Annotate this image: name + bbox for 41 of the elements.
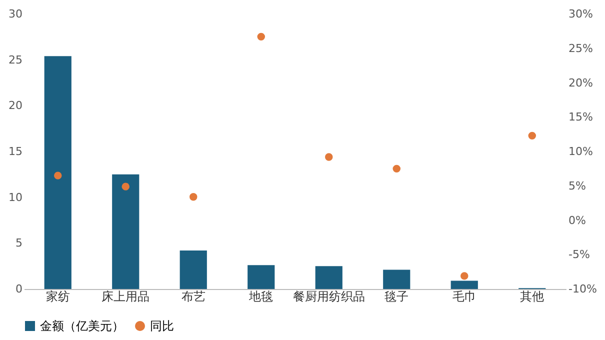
point xyxy=(392,164,400,173)
point xyxy=(325,153,333,161)
bar xyxy=(44,56,72,289)
y-tick-label: 5 xyxy=(16,236,22,250)
bar xyxy=(112,174,140,289)
x-tick-label: 毛巾 xyxy=(452,290,476,304)
y-tick-label: 30 xyxy=(8,8,22,20)
bar xyxy=(180,250,207,289)
y-tick-label: 0 xyxy=(16,282,22,296)
y2-tick-label: 25% xyxy=(568,42,593,55)
y2-tick-label: 0% xyxy=(568,214,586,227)
point xyxy=(257,32,265,41)
x-tick-label: 地毯 xyxy=(248,290,274,304)
legend-label: 同比 xyxy=(150,319,174,333)
y2-tick-label: -5% xyxy=(568,248,590,262)
legend-label: 金额（亿美元） xyxy=(40,319,124,333)
x-tick-label: 毯子 xyxy=(384,290,409,304)
point xyxy=(460,272,468,280)
point xyxy=(528,132,536,140)
y2-tick-label: 15% xyxy=(568,110,593,124)
bar xyxy=(315,266,342,289)
bar xyxy=(383,270,410,289)
y2-tick-label: 20% xyxy=(568,76,593,90)
y-tick-label: 25 xyxy=(8,53,22,66)
point xyxy=(122,182,130,190)
x-tick-label: 床上用品 xyxy=(102,290,150,304)
y-tick-label: 20 xyxy=(8,99,22,112)
y2-tick-label: 10% xyxy=(568,145,593,158)
point xyxy=(54,172,62,180)
y2-tick-label: 5% xyxy=(568,179,586,192)
y2-tick-label: 30% xyxy=(568,8,593,20)
bar xyxy=(450,280,478,289)
y-tick-label: 15 xyxy=(8,145,22,158)
x-tick-label: 家纺 xyxy=(46,290,70,304)
bar xyxy=(248,265,275,289)
y-tick-label: 10 xyxy=(8,190,22,204)
x-tick-label: 布艺 xyxy=(181,290,206,304)
point xyxy=(190,193,198,201)
x-tick-label: 其他 xyxy=(520,290,544,304)
x-tick-label: 餐厨用纺织品 xyxy=(292,290,365,304)
y2-tick-label: -10% xyxy=(568,282,597,296)
